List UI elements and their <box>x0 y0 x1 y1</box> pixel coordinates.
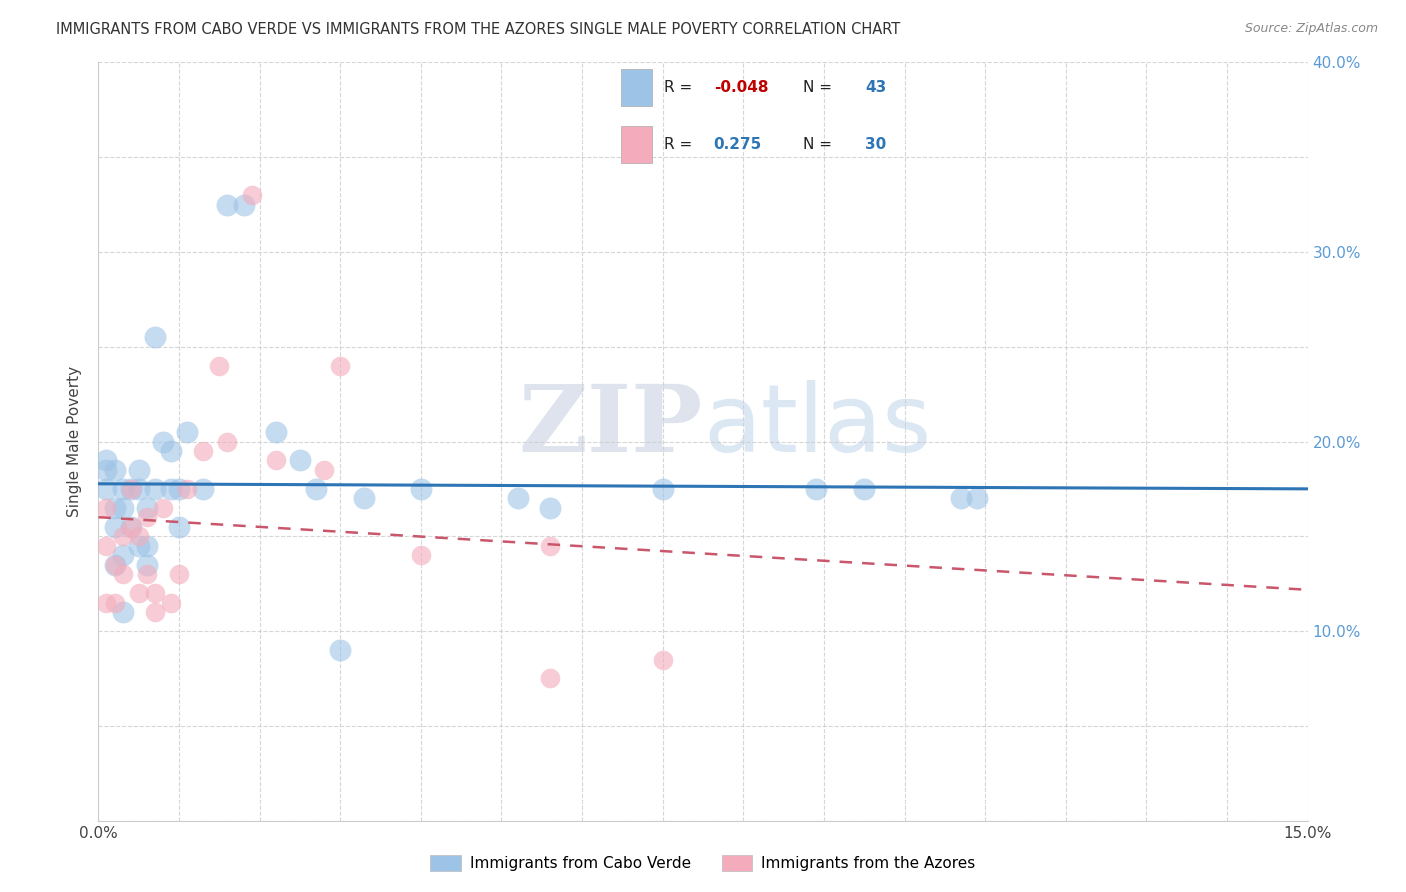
Text: N =: N = <box>803 79 837 95</box>
Point <box>111 567 134 582</box>
Point <box>651 652 673 666</box>
FancyBboxPatch shape <box>621 69 652 106</box>
Text: ZIP: ZIP <box>519 382 703 471</box>
Text: N =: N = <box>803 137 837 153</box>
Point <box>329 359 352 373</box>
Point <box>152 434 174 449</box>
Point <box>966 491 988 506</box>
Point <box>135 510 157 524</box>
Point <box>193 444 215 458</box>
Point <box>305 482 328 496</box>
Point <box>193 482 215 496</box>
Point <box>96 482 118 496</box>
Point <box>208 359 231 373</box>
Point <box>128 463 150 477</box>
Point <box>111 482 134 496</box>
Point <box>176 425 198 439</box>
Point <box>949 491 972 506</box>
Text: -0.048: -0.048 <box>714 79 768 95</box>
Point <box>96 500 118 515</box>
Point <box>167 520 190 534</box>
Point <box>160 444 183 458</box>
Point <box>217 197 239 211</box>
Text: 30: 30 <box>865 137 887 153</box>
Point <box>506 491 529 506</box>
Point <box>135 558 157 572</box>
Point <box>96 463 118 477</box>
Point <box>103 520 125 534</box>
Point <box>143 605 166 619</box>
Point <box>128 529 150 543</box>
Point <box>264 425 287 439</box>
Point <box>128 539 150 553</box>
Point <box>240 188 263 202</box>
Point <box>143 330 166 344</box>
Point <box>232 197 254 211</box>
Point <box>111 548 134 563</box>
Point <box>143 586 166 600</box>
Point <box>217 434 239 449</box>
Point <box>103 596 125 610</box>
Point <box>804 482 827 496</box>
Point <box>103 500 125 515</box>
Point <box>651 482 673 496</box>
Point <box>135 567 157 582</box>
Point <box>329 643 352 657</box>
Point <box>853 482 876 496</box>
Point <box>103 463 125 477</box>
Legend: Immigrants from Cabo Verde, Immigrants from the Azores: Immigrants from Cabo Verde, Immigrants f… <box>425 849 981 878</box>
Point <box>143 482 166 496</box>
Point <box>288 453 311 467</box>
FancyBboxPatch shape <box>621 126 652 163</box>
Point <box>103 558 125 572</box>
Point <box>135 500 157 515</box>
Text: R =: R = <box>664 137 697 153</box>
Point <box>128 482 150 496</box>
Point <box>111 605 134 619</box>
Point <box>128 586 150 600</box>
Point <box>538 539 561 553</box>
Point <box>120 482 142 496</box>
Point <box>538 672 561 686</box>
Point <box>111 500 134 515</box>
Point <box>96 453 118 467</box>
Point <box>160 482 183 496</box>
Text: R =: R = <box>664 79 697 95</box>
Point <box>120 520 142 534</box>
Point <box>353 491 375 506</box>
Y-axis label: Single Male Poverty: Single Male Poverty <box>67 366 83 517</box>
Text: atlas: atlas <box>703 380 931 473</box>
Point <box>176 482 198 496</box>
Point <box>120 520 142 534</box>
Point <box>409 482 432 496</box>
Point <box>314 463 336 477</box>
Point <box>167 567 190 582</box>
Point <box>120 482 142 496</box>
Point <box>96 539 118 553</box>
Point <box>135 539 157 553</box>
Text: 0.275: 0.275 <box>714 137 762 153</box>
Text: 43: 43 <box>865 79 887 95</box>
Point <box>152 500 174 515</box>
Point <box>409 548 432 563</box>
Text: Source: ZipAtlas.com: Source: ZipAtlas.com <box>1244 22 1378 36</box>
Point <box>111 529 134 543</box>
Point <box>167 482 190 496</box>
Point <box>96 596 118 610</box>
Point <box>160 596 183 610</box>
Point <box>538 500 561 515</box>
Point <box>103 558 125 572</box>
Point <box>264 453 287 467</box>
Text: IMMIGRANTS FROM CABO VERDE VS IMMIGRANTS FROM THE AZORES SINGLE MALE POVERTY COR: IMMIGRANTS FROM CABO VERDE VS IMMIGRANTS… <box>56 22 900 37</box>
